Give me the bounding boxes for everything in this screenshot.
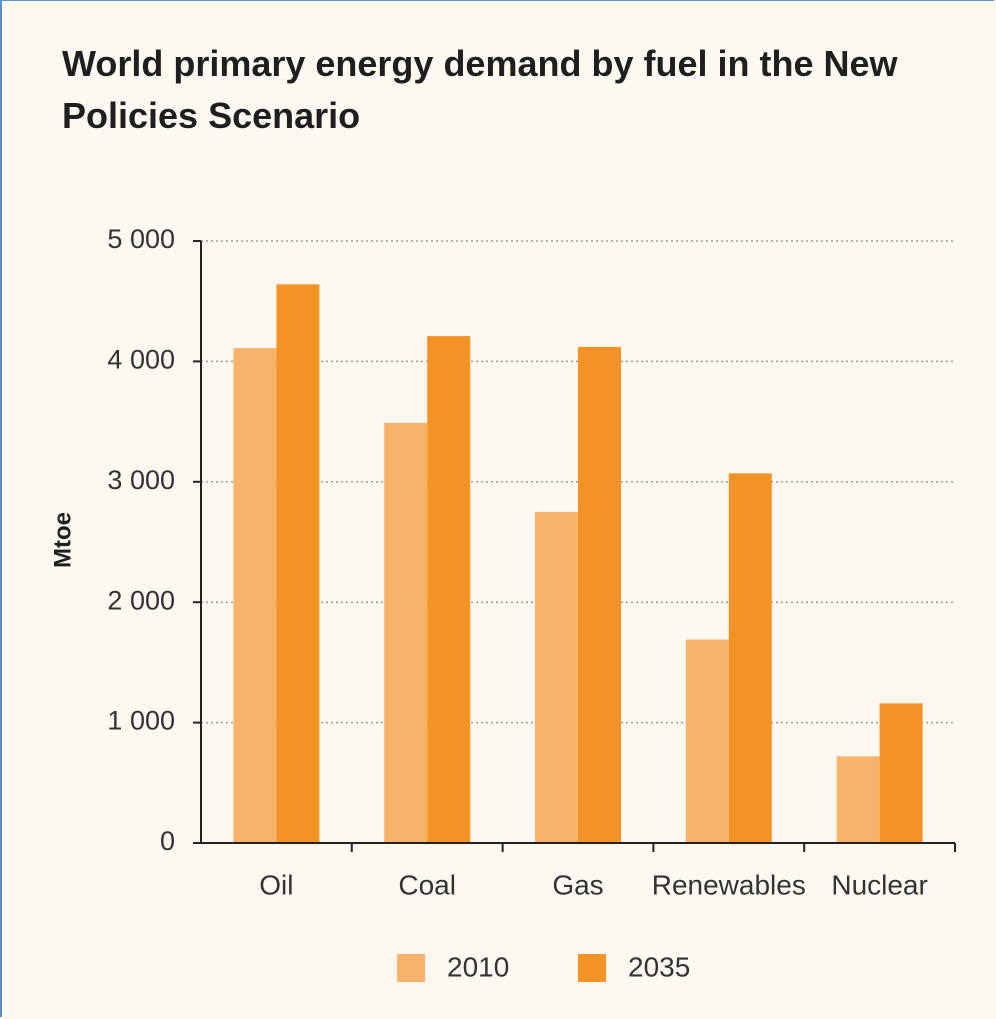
y-tick-label: 0 (160, 826, 175, 856)
y-tick-label: 5 000 (107, 224, 175, 254)
x-tick-label: Gas (552, 869, 603, 900)
y-tick-label: 3 000 (107, 465, 175, 495)
bar (836, 756, 880, 843)
legend-swatch (397, 954, 425, 982)
bar (384, 422, 428, 843)
bar (233, 348, 277, 843)
bar (276, 284, 320, 843)
bar (578, 346, 621, 843)
x-tick-label: Oil (259, 869, 293, 900)
chart-title: World primary energy demand by fuel in t… (62, 43, 898, 136)
bar (728, 473, 772, 843)
legend-label: 2035 (628, 951, 690, 982)
bar (427, 336, 471, 843)
legend-swatch (578, 954, 606, 982)
y-tick-label: 2 000 (107, 585, 175, 615)
y-tick-label: 1 000 (107, 706, 175, 736)
x-tick-label: Nuclear (831, 869, 927, 900)
y-tick-label: 4 000 (107, 345, 175, 375)
legend-label: 2010 (447, 951, 509, 982)
x-tick-label: Coal (398, 869, 456, 900)
bar (685, 639, 729, 843)
y-axis-label: Mtoe (49, 512, 76, 568)
x-tick-label: Renewables (652, 869, 806, 900)
bar (879, 703, 923, 843)
bar (535, 511, 578, 843)
